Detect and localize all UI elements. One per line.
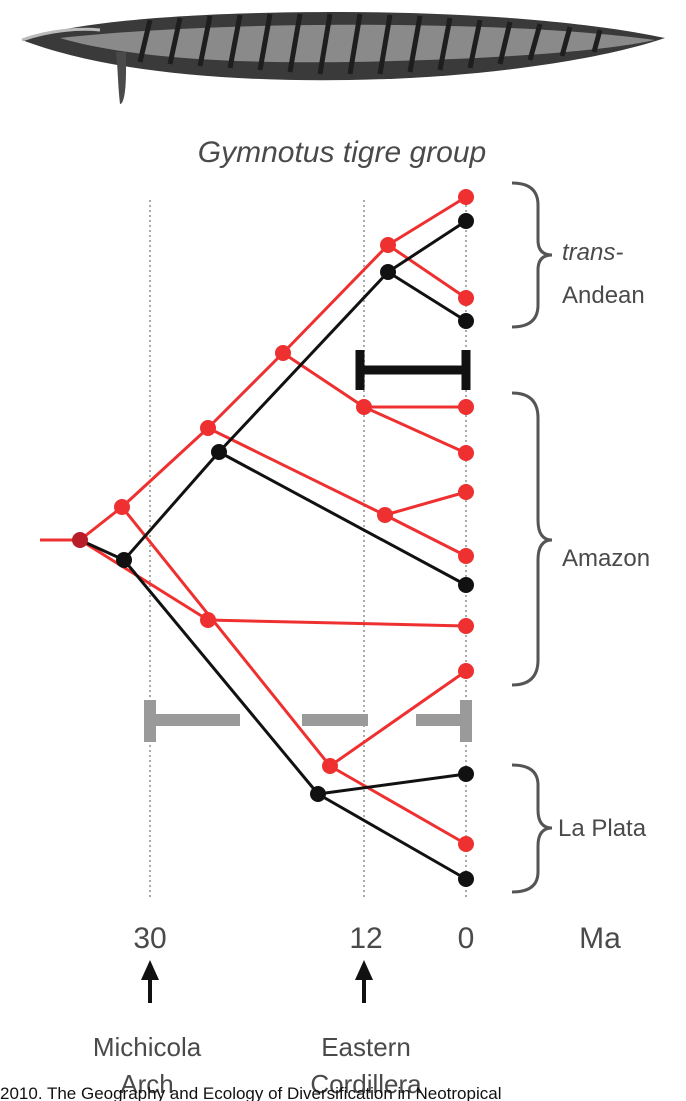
up-arrow-icon [355,960,373,1003]
red-node [377,507,393,523]
black-node [310,786,326,802]
bracket-trans-andean [511,181,553,329]
event-label-cordillera: Cordillera [310,1069,422,1099]
tick-label-0: 0 [458,922,475,955]
tick-label-30: 30 [133,922,166,955]
tick-label-12: 12 [349,922,382,955]
event-label-arch: Arch [120,1069,173,1099]
red-node [380,237,396,253]
black-tree [79,219,467,881]
bracket-la-plata [511,763,553,894]
event-label-michicola: Michicola [93,1032,202,1062]
gray-interval-bar [144,700,472,742]
red-tip [458,445,474,461]
black-tip [458,313,474,329]
red-node [356,399,372,415]
red-tip [458,484,474,500]
clade-brackets [511,181,553,894]
clade-label-la-plata: La Plata [558,815,647,842]
red-nodes [114,189,474,852]
up-arrow-icon [141,960,159,1003]
clade-label-trans-andean-line2: Andean [562,282,645,309]
red-node [200,420,216,436]
black-tip [458,871,474,887]
clade-label-trans-andean-line1: trans- [562,239,623,266]
black-node [380,264,396,280]
black-tip [458,213,474,229]
red-tree [40,195,467,846]
root-node [72,532,88,548]
black-nodes [116,213,474,887]
red-node [275,345,291,361]
red-node [114,499,130,515]
red-tip [458,548,474,564]
black-node [116,552,132,568]
clade-label-amazon: Amazon [562,545,650,572]
red-tip [458,399,474,415]
red-tip [458,663,474,679]
red-tip [458,189,474,205]
event-label-eastern: Eastern [321,1032,411,1062]
black-tip [458,577,474,593]
black-tip [458,766,474,782]
caption-text: 2010. The Geography and Ecology of Diver… [0,1084,501,1101]
bracket-amazon [511,391,553,687]
red-tip [458,836,474,852]
axis-unit-label: Ma [579,922,621,955]
black-interval-bar [355,350,471,390]
black-node [211,444,227,460]
fish-illustration [21,12,665,104]
red-tip [458,618,474,634]
red-node [200,612,216,628]
red-node [322,758,338,774]
diagram-title: Gymnotus tigre group [198,136,486,169]
red-tip [458,290,474,306]
